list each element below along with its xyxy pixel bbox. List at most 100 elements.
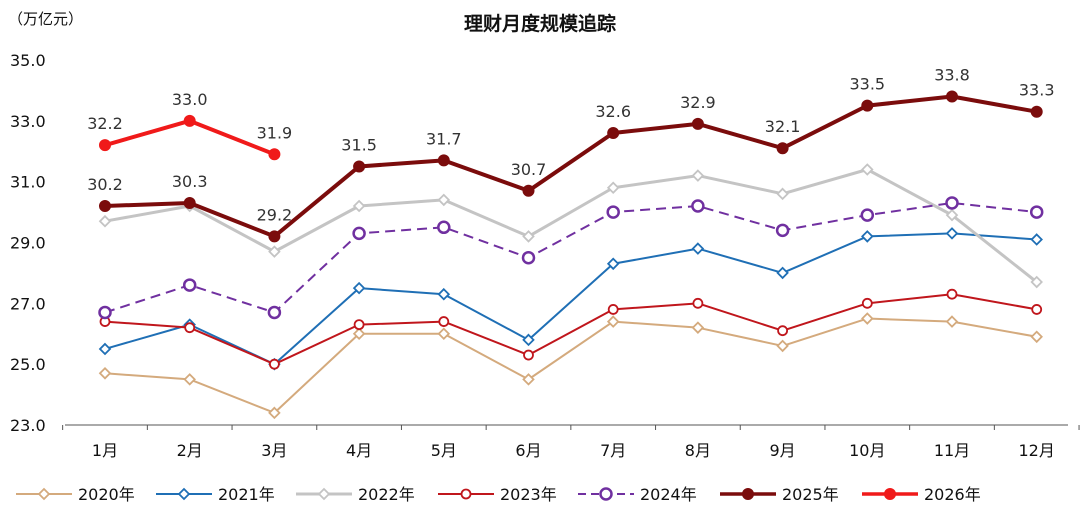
data-point [1030,275,1043,289]
data-point [1030,330,1043,344]
data-point [317,487,331,501]
data-point [352,226,366,241]
data-point [438,316,450,327]
legend-item: 2026年 [862,485,981,504]
data-label: 29.2 [257,205,293,224]
series-group [98,90,1044,420]
series-line [104,293,1037,366]
x-tick-label: 12月 [1019,441,1055,460]
x-tick-label: 8月 [685,441,711,460]
x-tick-label: 3月 [261,441,287,460]
plot-area: 23.0 25.0 27.0 29.0 31.0 33.0 35.0 1月 2月 3月 4月 5月 6月… [10,51,1080,460]
data-label: 31.7 [426,129,462,148]
legend-label: 2023年 [500,485,557,504]
x-tick-label: 11月 [934,441,970,460]
data-point [607,304,619,315]
legend: 2020年 2021年 2022年 2023年 2024年 2025年 2026年 [16,485,981,504]
y-tick-label: 33.0 [10,112,46,131]
data-labels: 30.2 30.3 29.2 31.5 31.7 30.7 32.6 32.9 32.1 33.5… [87,66,1054,225]
data-point [860,208,875,222]
data-point [268,230,281,243]
data-point [37,487,51,501]
x-tick-label: 4月 [346,441,372,460]
x-tick-label: 5月 [431,441,457,460]
legend-item: 2022年 [296,485,415,504]
data-point [268,148,281,161]
y-tick-label: 29.0 [10,234,46,253]
data-point [777,325,788,337]
data-point [1029,205,1044,219]
x-tick-label: 1月 [92,441,118,460]
data-point [1030,105,1043,118]
y-tick-label: 35.0 [10,51,46,70]
data-point [177,487,191,501]
series-line [104,201,1037,314]
data-point [437,193,451,207]
legend-label: 2022年 [358,485,415,504]
data-point [945,227,959,240]
unit-label: （万亿元） [8,10,83,28]
data-point [352,281,366,295]
chart-title: 理财月度规模追踪 [464,12,616,35]
data-point [1031,304,1043,315]
legend-label: 2025年 [782,485,839,504]
data-point [692,297,704,309]
series-line [104,232,1037,366]
data-point [522,333,535,347]
data-point [267,305,282,320]
data-point [183,114,196,127]
data-label: 33.8 [934,66,970,85]
data-point [268,406,281,420]
data-point [183,196,196,209]
series-2024年 [98,196,1044,320]
data-point [521,250,536,265]
series-2023年 [99,288,1043,370]
data-point [99,200,111,212]
data-point [861,99,874,112]
data-label: 32.1 [765,117,801,136]
data-point [523,349,534,361]
data-point [606,257,620,271]
data-point [1030,233,1043,246]
data-point [268,245,281,258]
data-label: 32.6 [595,102,631,121]
series-2026年 [99,114,281,161]
data-point [691,321,705,334]
data-point [691,117,704,130]
data-point [522,184,535,197]
legend-item: 2020年 [16,485,135,504]
data-point [946,90,958,103]
data-point [606,315,620,328]
data-point [691,169,705,182]
data-point [437,220,451,235]
legend-item: 2025年 [720,485,839,504]
legend-item: 2023年 [438,485,557,504]
data-label: 33.0 [172,90,208,109]
x-tick-label: 10月 [849,441,885,460]
series-line [104,94,1038,239]
data-label: 30.7 [511,160,547,179]
data-point [945,196,959,210]
data-point [742,488,754,500]
data-point [599,487,613,501]
data-label: 30.3 [172,172,208,191]
legend-label: 2021年 [218,485,275,504]
data-label: 31.5 [341,135,377,154]
data-point [352,327,366,341]
legend-item: 2024年 [578,485,697,504]
data-point [437,327,451,341]
data-point [861,163,874,176]
series-2025年 [99,90,1043,243]
data-point [606,205,620,219]
data-label: 33.5 [849,75,885,94]
data-point [776,187,789,201]
x-tick-label: 7月 [600,441,626,460]
data-point [352,199,366,213]
y-tick-label: 23.0 [10,416,46,435]
legend-label: 2026年 [924,485,981,504]
data-point [776,266,789,280]
data-point [606,181,620,195]
data-point [353,319,365,331]
series-2022年 [98,163,1043,289]
data-label: 32.2 [87,114,123,133]
